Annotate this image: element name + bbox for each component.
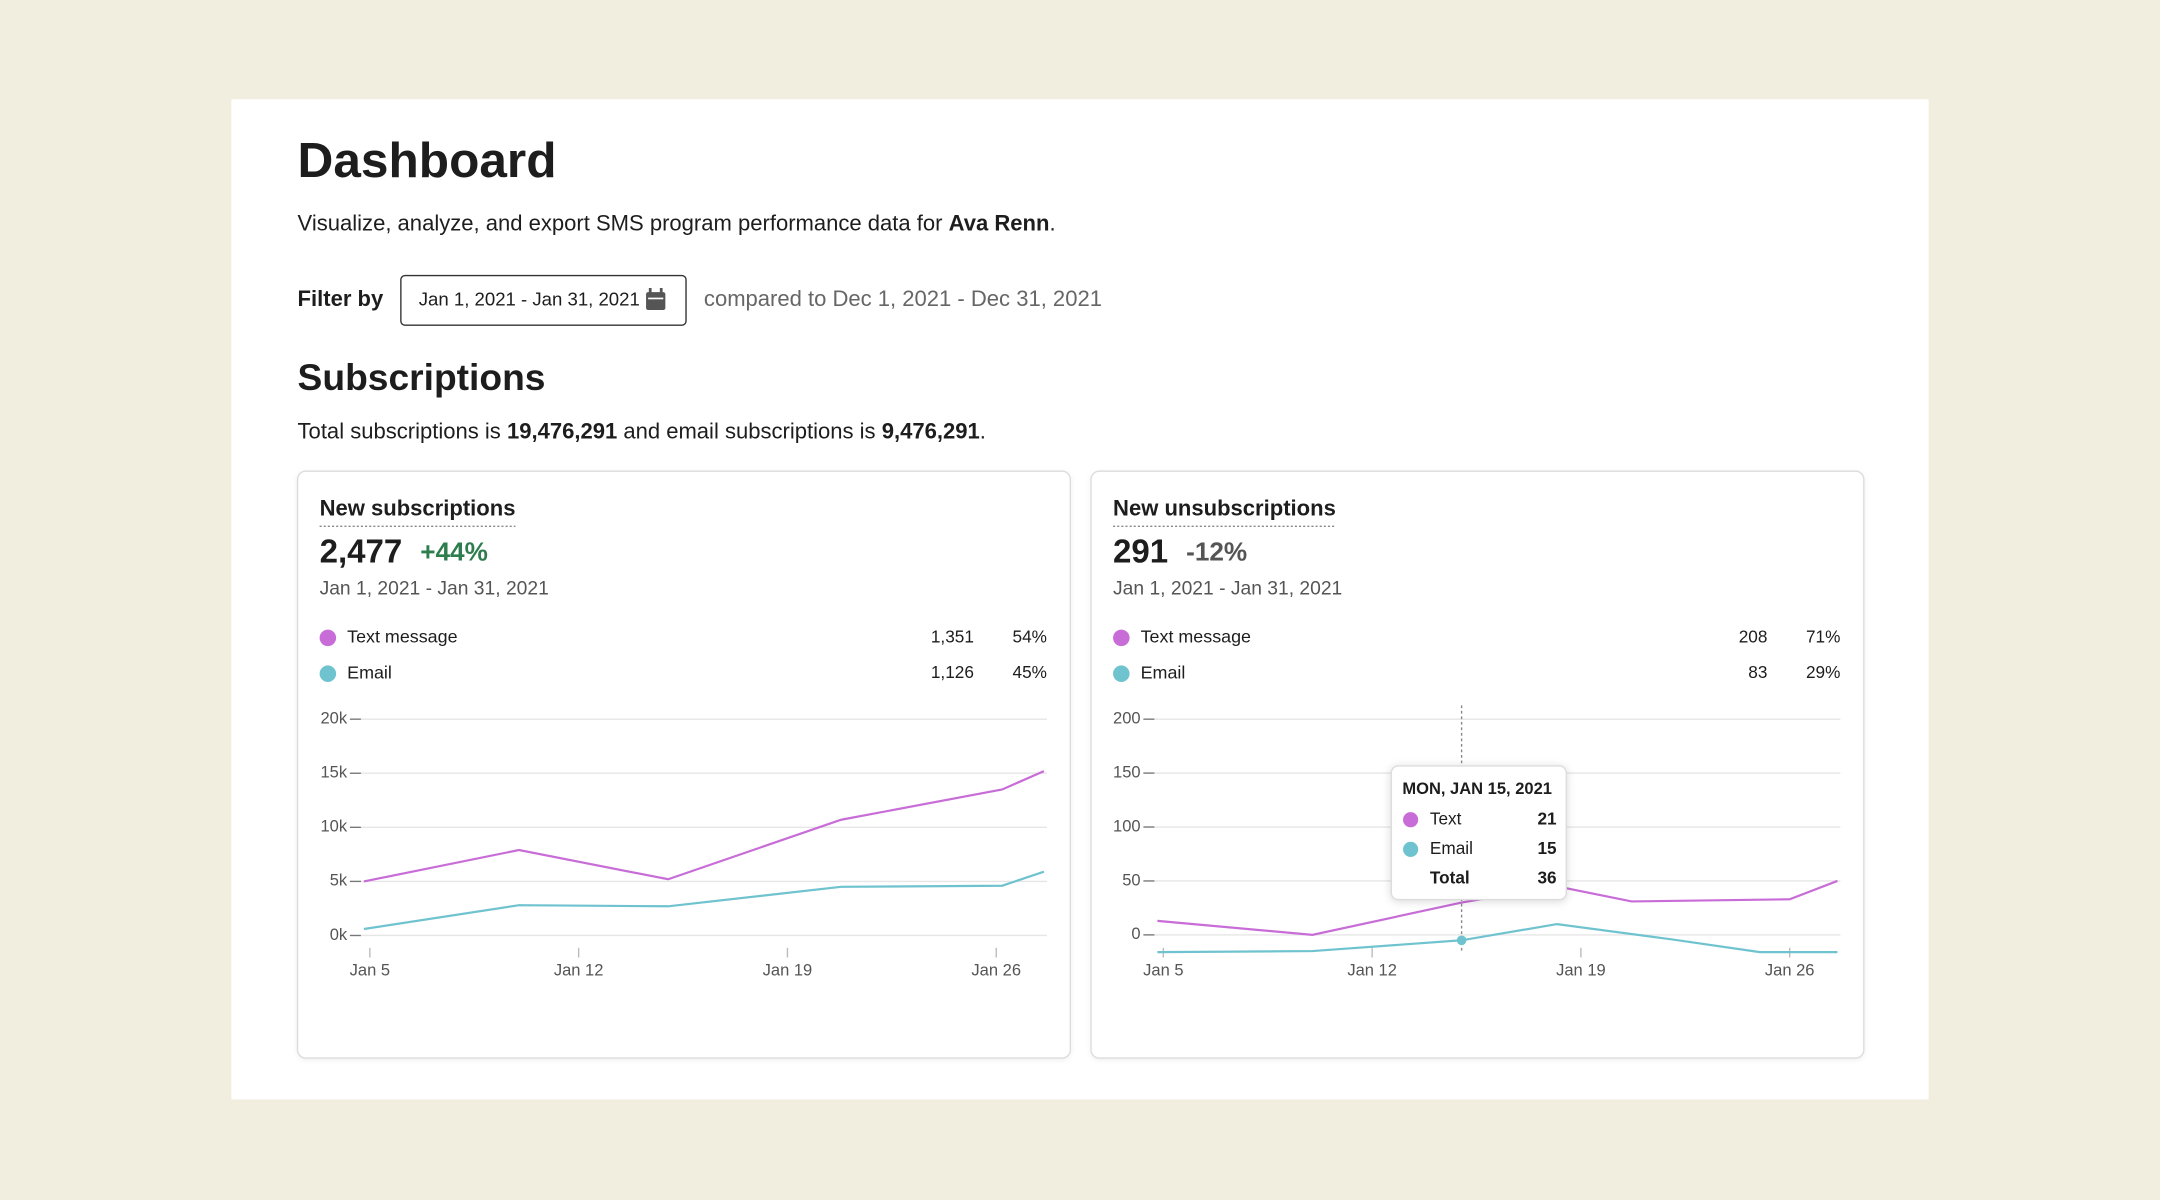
headline-change: +44% (420, 537, 488, 567)
chart-card (296, 470, 1072, 1059)
y-tick-label: 10k (321, 817, 348, 836)
x-tick-label: Jan 26 (1765, 961, 1815, 980)
legend-label: Email (1141, 662, 1186, 682)
comparison-text: compared to Dec 1, 2021 - Dec 31, 2021 (704, 286, 1102, 311)
calendar-icon[interactable] (646, 287, 666, 311)
legend-label: Text message (1141, 627, 1251, 647)
calendar-ring (659, 287, 663, 294)
legend-share: 54% (1013, 626, 1047, 646)
summary-text: and email subscriptions is (617, 418, 881, 443)
page-title: Dashboard (298, 132, 557, 188)
tooltip-value: 36 (1537, 868, 1556, 888)
y-tick-label: 20k (321, 709, 348, 728)
legend-label: Text message (347, 627, 457, 647)
x-tick-label: Jan 12 (554, 961, 604, 980)
hover-point (1456, 935, 1467, 946)
legend-swatch (1113, 629, 1130, 647)
section-title: Subscriptions (298, 356, 546, 398)
legend-share: 45% (1013, 662, 1047, 682)
legend-total: 208 (1739, 626, 1768, 646)
summary-end: . (980, 418, 986, 443)
x-tick-label: Jan 19 (1556, 961, 1606, 980)
legend-total: 83 (1748, 662, 1767, 682)
y-tick-label: 50 (1122, 870, 1140, 889)
tooltip-box (1390, 765, 1567, 901)
y-tick-label: 0k (330, 925, 348, 944)
tooltip-swatch (1403, 841, 1419, 857)
summary: Total subscriptions is 19,476,291 and em… (298, 418, 986, 443)
date-range[interactable]: Jan 1, 2021 - Jan 31, 2021 (419, 288, 640, 309)
summary-text: Total subscriptions is (298, 418, 507, 443)
series-line (363, 870, 1045, 931)
summary-number: 9,476,291 (882, 418, 980, 443)
y-tick-label: 100 (1113, 816, 1141, 835)
card-title[interactable]: New subscriptions (320, 496, 516, 521)
card-date-range: Jan 1, 2021 - Jan 31, 2021 (320, 579, 549, 600)
tooltip-label: Total (1430, 868, 1470, 888)
card-title[interactable]: New unsubscriptions (1113, 496, 1336, 521)
legend-total: 1,351 (931, 626, 974, 646)
headline-change: -12% (1186, 537, 1247, 567)
tooltip-value: 15 (1537, 838, 1557, 858)
y-tick-label: 0 (1131, 924, 1140, 943)
subtitle-end: . (1049, 210, 1055, 235)
card-date-range: Jan 1, 2021 - Jan 31, 2021 (1113, 579, 1342, 600)
tooltip-label: Email (1430, 838, 1473, 858)
filter-label: Filter by (298, 286, 384, 311)
calendar-ring (648, 287, 652, 294)
y-tick-label: 15k (321, 763, 348, 782)
user-name: Ava Renn (949, 210, 1050, 235)
x-tick-label: Jan 26 (971, 961, 1021, 980)
date-picker-box[interactable] (400, 274, 687, 326)
summary-number: 19,476,291 (507, 418, 617, 443)
x-tick-label: Jan 5 (350, 961, 390, 980)
legend-swatch (1113, 665, 1130, 682)
subtitle-text: Visualize, analyze, and export SMS progr… (298, 210, 949, 235)
calendar-line (648, 297, 664, 300)
headline-value: 291 (1113, 534, 1168, 571)
tooltip-value: 21 (1537, 808, 1557, 828)
legend-share: 29% (1806, 662, 1840, 682)
legend-share: 71% (1806, 626, 1840, 646)
y-tick-label: 150 (1113, 762, 1141, 781)
y-tick-label: 200 (1113, 709, 1141, 728)
x-tick-label: Jan 5 (1143, 961, 1183, 980)
date-picker[interactable]: Jan 1, 2021 - Jan 31, 2021 (400, 274, 687, 326)
tooltip-label: Text (1430, 808, 1462, 828)
legend-label: Email (347, 662, 392, 682)
series-line (363, 770, 1045, 883)
tooltip-title: MON, JAN 15, 2021 (1402, 779, 1552, 798)
y-tick-label: 5k (330, 871, 348, 890)
x-tick-label: Jan 19 (763, 961, 813, 980)
legend-swatch (319, 665, 337, 682)
tooltip: MON, JAN 15, 2021 Text 21 Email 15 Total 36 (1390, 765, 1567, 901)
legend-total: 1,126 (931, 662, 974, 682)
subtitle: Visualize, analyze, and export SMS progr… (298, 210, 1056, 235)
chart-card (1090, 470, 1865, 1059)
x-tick-label: Jan 12 (1347, 961, 1397, 980)
headline-value: 2,477 (320, 534, 403, 571)
legend-swatch (319, 629, 337, 647)
calendar-body (646, 292, 666, 311)
series-line (1157, 922, 1838, 954)
tooltip-swatch (1403, 812, 1419, 828)
